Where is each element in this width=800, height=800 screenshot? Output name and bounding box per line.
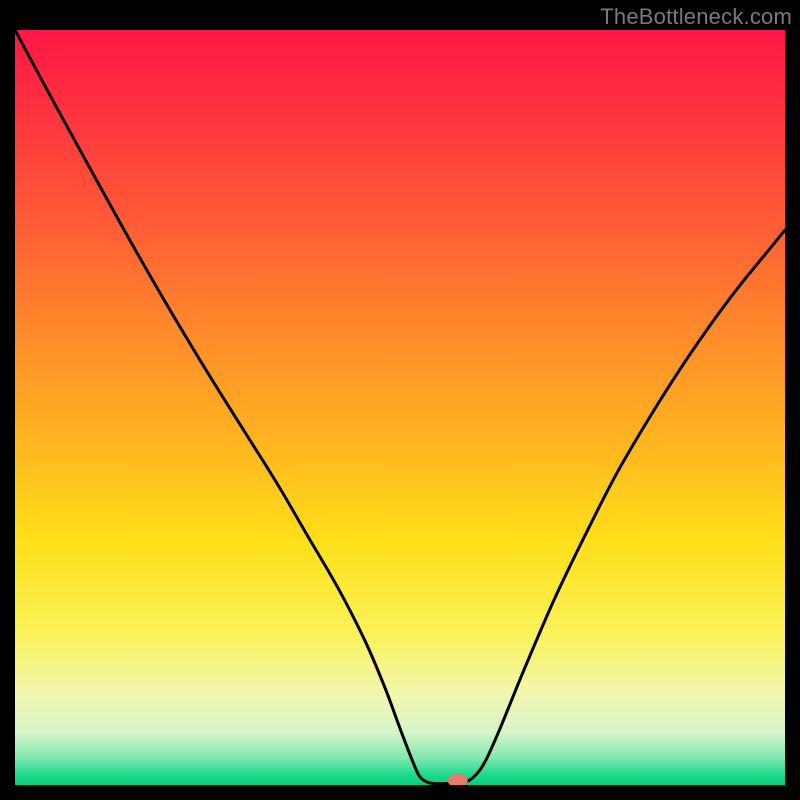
watermark-text: TheBottleneck.com [600,4,792,30]
chart-container: TheBottleneck.com [0,0,800,800]
frame-bottom [0,785,800,800]
frame-left [0,0,15,800]
plot-background [15,30,785,785]
bottleneck-chart [0,0,800,800]
frame-right [785,0,800,800]
